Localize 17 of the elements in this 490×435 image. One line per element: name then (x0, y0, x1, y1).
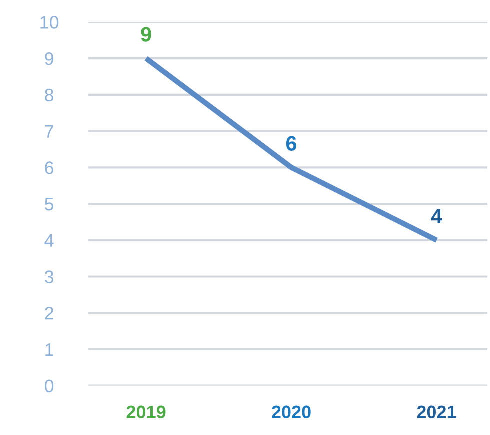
y-tick-label: 7 (45, 125, 54, 138)
y-tick-label: 2 (45, 307, 54, 320)
data-label: 9 (141, 27, 152, 42)
data-label: 6 (286, 136, 297, 152)
y-tick-label: 5 (45, 198, 54, 211)
y-tick-label: 9 (45, 52, 54, 66)
data-label: 4 (431, 209, 442, 224)
y-tick-label: 4 (44, 234, 54, 247)
y-tick-label: 1 (46, 344, 54, 356)
y-tick-label: 0 (44, 380, 54, 393)
x-tick-label: 2019 (126, 406, 166, 419)
x-tick-label: 2020 (272, 406, 311, 419)
y-tick-label: 3 (44, 270, 54, 284)
y-tick-label: 6 (45, 162, 54, 174)
y-tick-label: 8 (45, 88, 54, 102)
x-tick-label: 2021 (417, 406, 456, 419)
y-tick-label: 10 (40, 16, 59, 29)
